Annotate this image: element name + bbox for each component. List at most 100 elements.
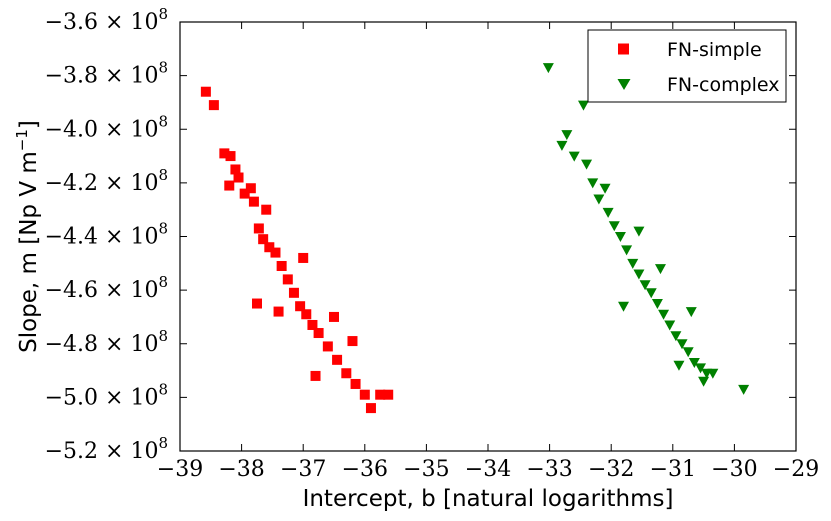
point-fn-complex-4 xyxy=(568,151,580,162)
y-axis-label: Slope, m [Np V m−1] xyxy=(13,120,42,353)
point-fn-simple-15 xyxy=(288,287,299,298)
point-fn-simple-3 xyxy=(225,151,236,162)
point-fn-complex-2 xyxy=(561,130,573,141)
point-fn-complex-30 xyxy=(654,264,666,275)
point-fn-simple-4 xyxy=(230,164,241,175)
point-fn-simple-34 xyxy=(329,311,339,322)
point-fn-simple-9 xyxy=(253,223,264,234)
point-fn-simple-19 xyxy=(313,328,324,339)
legend-label-fn-simple: FN-simple xyxy=(667,39,762,61)
point-fn-complex-23 xyxy=(695,363,707,374)
point-fn-simple-22 xyxy=(341,368,352,379)
point-fn-simple-1 xyxy=(208,100,219,111)
point-fn-simple-31 xyxy=(224,180,235,191)
point-fn-simple-26 xyxy=(375,389,386,400)
point-fn-complex-18 xyxy=(664,320,676,331)
point-fn-simple-17 xyxy=(301,309,312,320)
y-tick-label: −4.2 × 108 xyxy=(45,166,168,196)
point-fn-simple-27 xyxy=(383,389,394,400)
point-fn-simple-32 xyxy=(261,204,272,215)
point-fn-complex-7 xyxy=(593,194,605,205)
point-fn-simple-2 xyxy=(219,148,230,159)
point-fn-complex-33 xyxy=(698,376,710,387)
point-fn-complex-21 xyxy=(682,347,694,358)
point-fn-simple-14 xyxy=(282,274,293,285)
point-fn-complex-28 xyxy=(633,226,645,237)
y-tick-label: −3.8 × 108 xyxy=(45,59,168,89)
x-tick-label: −33 xyxy=(526,457,572,482)
point-fn-simple-0 xyxy=(200,86,211,97)
point-fn-complex-19 xyxy=(670,331,682,342)
point-fn-simple-30 xyxy=(310,370,321,381)
point-fn-simple-24 xyxy=(359,389,370,400)
y-axis-label-main: Slope, m [Np V m xyxy=(16,151,42,353)
y-axis-label-exponent: −1 xyxy=(13,129,31,151)
point-fn-complex-12 xyxy=(627,258,639,269)
point-fn-complex-22 xyxy=(688,358,700,369)
point-fn-simple-6 xyxy=(239,188,250,199)
point-fn-simple-35 xyxy=(347,336,358,347)
point-fn-simple-21 xyxy=(332,354,343,365)
x-tick-label: −39 xyxy=(157,457,203,482)
y-tick-label: −4.0 × 108 xyxy=(45,112,168,142)
point-fn-complex-31 xyxy=(685,307,697,318)
point-fn-complex-10 xyxy=(614,232,626,242)
point-fn-complex-3 xyxy=(556,140,568,151)
point-fn-simple-20 xyxy=(322,341,333,352)
legend: FN-simple FN-complex xyxy=(587,29,787,103)
point-fn-complex-1 xyxy=(577,100,589,111)
point-fn-complex-27 xyxy=(673,360,685,371)
point-fn-simple-7 xyxy=(245,183,256,194)
y-tick-label: −5.2 × 108 xyxy=(45,434,168,464)
point-fn-simple-16 xyxy=(295,301,306,312)
point-fn-complex-0 xyxy=(542,63,554,74)
legend-box xyxy=(587,29,787,103)
point-fn-simple-5 xyxy=(233,172,244,183)
point-fn-complex-5 xyxy=(581,159,593,170)
point-fn-complex-15 xyxy=(645,288,657,299)
point-fn-complex-8 xyxy=(602,207,614,218)
y-axis-label-close: ] xyxy=(16,120,42,129)
x-tick-label: −29 xyxy=(773,457,819,482)
y-tick-label: −5.0 × 108 xyxy=(45,380,168,410)
ticks-layer: −39 −38 −37 −36 −35 −34 −33 −32 −31 −30 −29 −3.6 × … xyxy=(45,5,820,482)
point-fn-simple-13 xyxy=(276,260,287,271)
point-fn-simple-12 xyxy=(270,247,281,258)
points-layer xyxy=(200,63,750,414)
y-tick-label: −4.6 × 108 xyxy=(45,273,168,303)
x-tick-label: −32 xyxy=(588,457,634,482)
point-fn-complex-26 xyxy=(738,384,750,395)
point-fn-simple-10 xyxy=(258,234,269,245)
point-fn-simple-28 xyxy=(252,298,262,309)
point-fn-complex-11 xyxy=(621,245,633,256)
point-fn-simple-11 xyxy=(264,242,275,253)
x-tick-label: −37 xyxy=(280,457,326,482)
legend-marker-fn-simple xyxy=(618,43,629,55)
point-fn-complex-14 xyxy=(639,280,651,291)
point-fn-simple-25 xyxy=(365,403,376,414)
point-fn-simple-33 xyxy=(298,252,309,263)
y-tick-label: −4.8 × 108 xyxy=(45,327,168,357)
point-fn-complex-13 xyxy=(633,269,645,280)
x-tick-label: −31 xyxy=(650,457,696,482)
point-fn-complex-20 xyxy=(676,339,688,350)
point-fn-complex-16 xyxy=(651,299,663,310)
point-fn-simple-18 xyxy=(307,319,318,330)
y-tick-label: −4.4 × 108 xyxy=(45,220,168,250)
point-fn-complex-6 xyxy=(587,178,599,189)
x-tick-label: −30 xyxy=(711,457,757,482)
x-tick-label: −38 xyxy=(218,457,264,482)
x-tick-label: −35 xyxy=(403,457,449,482)
x-tick-label: −36 xyxy=(342,457,388,482)
y-tick-label: −3.6 × 108 xyxy=(45,5,168,35)
legend-marker-fn-complex xyxy=(617,79,631,90)
point-fn-complex-25 xyxy=(707,368,719,379)
point-fn-complex-9 xyxy=(608,221,620,232)
x-tick-label: −34 xyxy=(465,457,511,482)
point-fn-complex-29 xyxy=(599,183,611,194)
legend-label-fn-complex: FN-complex xyxy=(667,74,780,96)
point-fn-simple-29 xyxy=(273,306,284,317)
point-fn-simple-8 xyxy=(248,196,259,207)
point-fn-complex-32 xyxy=(618,301,630,312)
